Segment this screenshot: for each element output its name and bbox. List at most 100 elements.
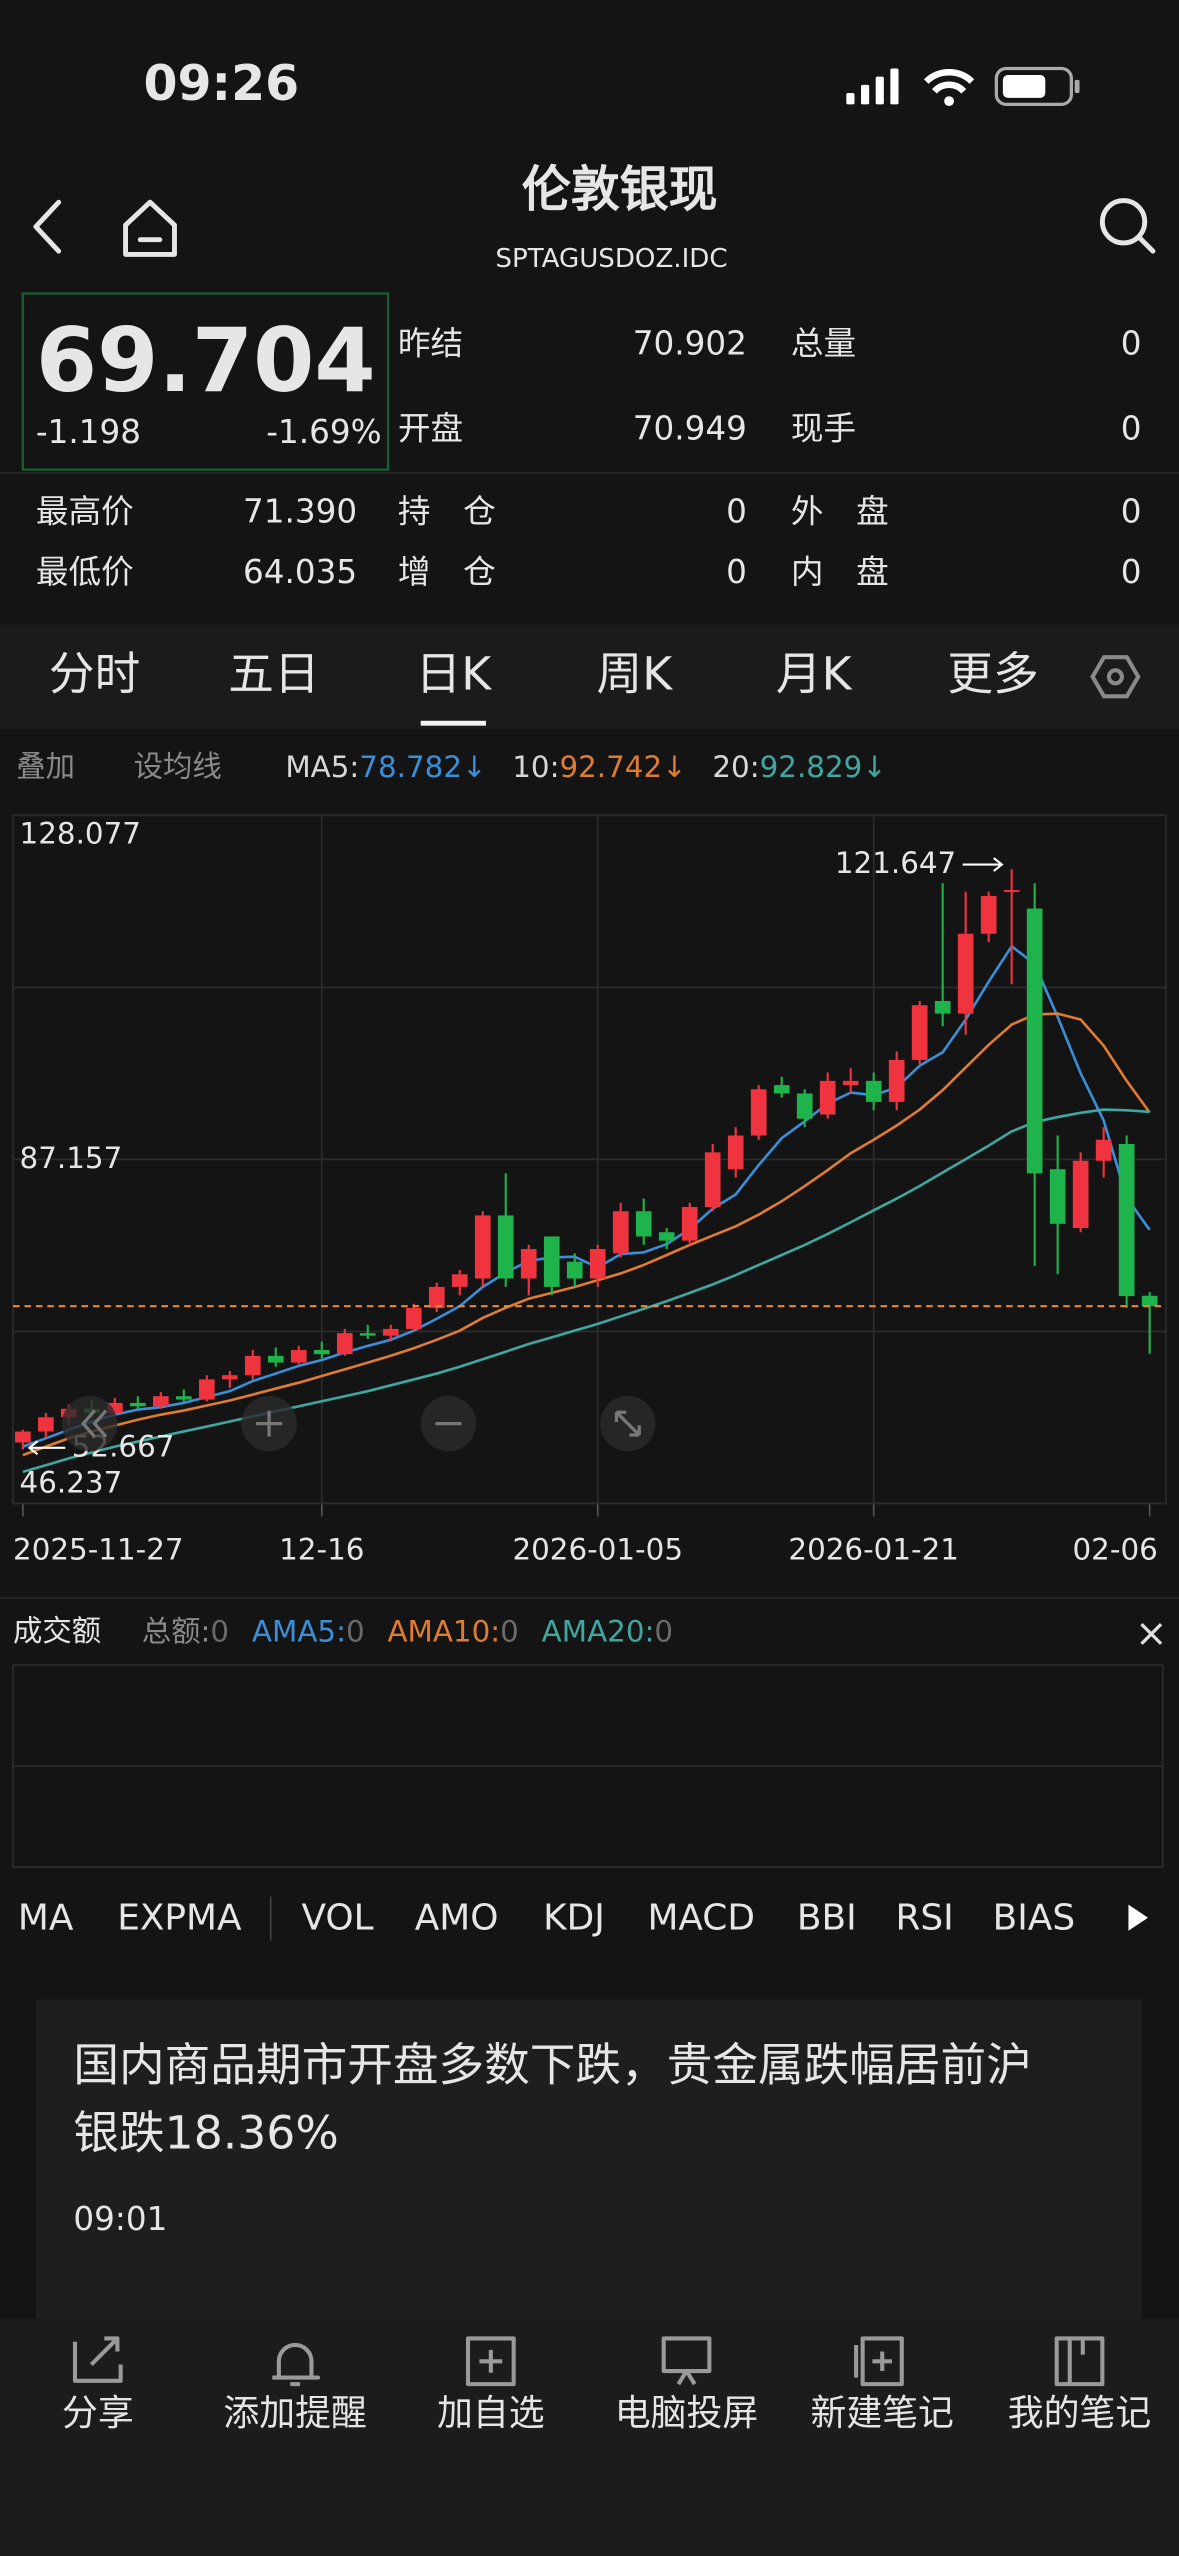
indicator-tab[interactable]: EXPMA bbox=[117, 1897, 242, 1938]
candle-body bbox=[1072, 1160, 1089, 1229]
candle-body bbox=[428, 1286, 445, 1308]
candle-body bbox=[1049, 1169, 1066, 1224]
indicator-tab[interactable]: KDJ bbox=[543, 1897, 605, 1938]
status-icons bbox=[846, 66, 1080, 107]
stat-value: 0 bbox=[726, 553, 747, 591]
candle-body bbox=[980, 895, 997, 934]
volume-legend-value: 0 bbox=[500, 1614, 519, 1648]
indicator-tab[interactable]: VOL bbox=[302, 1897, 374, 1938]
toolbar-button[interactable]: 我的笔记 bbox=[1008, 2336, 1151, 2434]
volume-legend-name: AMA20: bbox=[542, 1614, 655, 1648]
stat-value: 0 bbox=[1121, 493, 1142, 531]
candle-body bbox=[382, 1328, 399, 1336]
chart-controls bbox=[61, 1395, 656, 1452]
toolbar bbox=[0, 2318, 1179, 2556]
indicator-tab[interactable]: RSI bbox=[895, 1897, 953, 1938]
candle-body bbox=[543, 1236, 560, 1287]
toolbar-label: 我的笔记 bbox=[1008, 2393, 1151, 2434]
chart-settings-button[interactable] bbox=[1090, 655, 1141, 699]
legend-arrow: ↓ bbox=[462, 750, 487, 784]
legend-value: 92.742 bbox=[559, 750, 662, 784]
toolbar-button[interactable]: 电脑投屏 bbox=[615, 2336, 758, 2434]
candle-body bbox=[405, 1307, 422, 1329]
x-tick-label: 02-06 bbox=[1073, 1532, 1158, 1566]
toolbar-button[interactable]: 添加提醒 bbox=[223, 2342, 367, 2434]
stat-label: 现手 bbox=[791, 410, 856, 448]
toolbar-label: 添加提醒 bbox=[223, 2393, 366, 2434]
volume-legend: 总额:0 AMA5:0 AMA10:0 AMA20:0 bbox=[142, 1614, 673, 1648]
stat-label: 最高价 bbox=[36, 493, 134, 531]
stat-label: 总量 bbox=[791, 325, 856, 363]
volume-legend-name: AMA10: bbox=[387, 1614, 500, 1648]
candle-body bbox=[474, 1215, 491, 1279]
indicator-tab[interactable]: MACD bbox=[647, 1897, 755, 1938]
candle-body bbox=[957, 933, 974, 1014]
close-volume-button[interactable] bbox=[1140, 1623, 1163, 1645]
indicator-tab[interactable]: MA bbox=[18, 1897, 74, 1938]
legend-value: 78.782 bbox=[359, 750, 462, 784]
price-change: -1.198 bbox=[36, 413, 141, 451]
status-time: 09:26 bbox=[144, 55, 300, 112]
tab[interactable]: 更多 bbox=[947, 647, 1038, 700]
set-ma-button[interactable]: 设均线 bbox=[134, 750, 222, 784]
stat-label: 外 盘 bbox=[791, 493, 889, 531]
candle-body bbox=[773, 1085, 790, 1094]
candle-body bbox=[750, 1089, 767, 1136]
candle-body bbox=[1003, 890, 1020, 892]
news-time: 09:01 bbox=[73, 2200, 167, 2238]
candle-body bbox=[290, 1349, 307, 1363]
toolbar-button[interactable]: 分享 bbox=[62, 2336, 134, 2434]
tab[interactable]: 月K bbox=[776, 647, 853, 700]
tab[interactable]: 五日 bbox=[228, 647, 319, 700]
candle-body bbox=[520, 1249, 537, 1279]
tab[interactable]: 日K bbox=[416, 647, 493, 700]
quote-stats: 昨结 70.902 总量 0 开盘 70.949 现手 0 最高价 71.390 持 仓 0 外 盘 0 最… bbox=[36, 325, 1142, 591]
candle-body bbox=[198, 1379, 215, 1400]
tab[interactable]: 周K bbox=[597, 647, 674, 700]
max-label: 121.647 bbox=[835, 846, 956, 880]
more-indicators-button[interactable] bbox=[1128, 1904, 1149, 1931]
stat-label: 增 仓 bbox=[398, 553, 496, 591]
ma-legend: MA5:78.782↓ 10:92.742↓ 20:92.829↓ bbox=[285, 750, 887, 784]
toolbar-button[interactable]: 加自选 bbox=[437, 2336, 545, 2434]
scroll-left-button[interactable] bbox=[61, 1395, 118, 1452]
toolbar-label: 新建笔记 bbox=[810, 2393, 953, 2434]
candle-body bbox=[336, 1333, 353, 1355]
volume-title: 成交额 bbox=[13, 1614, 101, 1648]
indicator-tab[interactable]: BBI bbox=[797, 1897, 857, 1938]
tab[interactable]: 分时 bbox=[49, 647, 140, 700]
x-tick-label: 2025-11-27 bbox=[13, 1532, 184, 1566]
x-tick-label: 2026-01-05 bbox=[512, 1532, 683, 1566]
toolbar-button[interactable]: 新建笔记 bbox=[810, 2336, 954, 2434]
stat-label: 最低价 bbox=[36, 553, 134, 591]
candle-body bbox=[819, 1080, 836, 1115]
candle-body bbox=[106, 1402, 123, 1414]
candle-body bbox=[612, 1211, 629, 1254]
toolbar-label: 加自选 bbox=[437, 2393, 545, 2434]
tab-underline bbox=[420, 720, 486, 726]
candle-body bbox=[658, 1232, 675, 1241]
news-card[interactable] bbox=[35, 1999, 1142, 2326]
candle-body bbox=[1118, 1143, 1135, 1297]
candle-body bbox=[1141, 1295, 1158, 1307]
candle-body bbox=[911, 1005, 928, 1060]
candle-body bbox=[221, 1375, 238, 1380]
stat-value: 71.390 bbox=[243, 493, 357, 531]
ma-line bbox=[22, 1108, 1150, 1474]
indicator-tab[interactable]: BIAS bbox=[993, 1897, 1075, 1938]
back-button[interactable] bbox=[33, 199, 62, 254]
home-button[interactable] bbox=[123, 199, 177, 257]
candle-body bbox=[888, 1059, 905, 1102]
news-title: 银跌18.36% bbox=[73, 2107, 338, 2160]
candle-body bbox=[1026, 908, 1043, 1174]
candle-body bbox=[934, 1001, 951, 1014]
price-change-pct: -1.69% bbox=[266, 413, 381, 451]
toolbar-icon bbox=[465, 2336, 516, 2387]
stat-value: 0 bbox=[1121, 553, 1142, 591]
candle-body bbox=[842, 1080, 859, 1086]
overlay-button[interactable]: 叠加 bbox=[16, 750, 75, 784]
candle-body bbox=[359, 1333, 376, 1336]
volume-legend-value: 0 bbox=[210, 1614, 229, 1648]
indicator-tab[interactable]: AMO bbox=[415, 1897, 499, 1938]
search-button[interactable] bbox=[1099, 198, 1156, 254]
